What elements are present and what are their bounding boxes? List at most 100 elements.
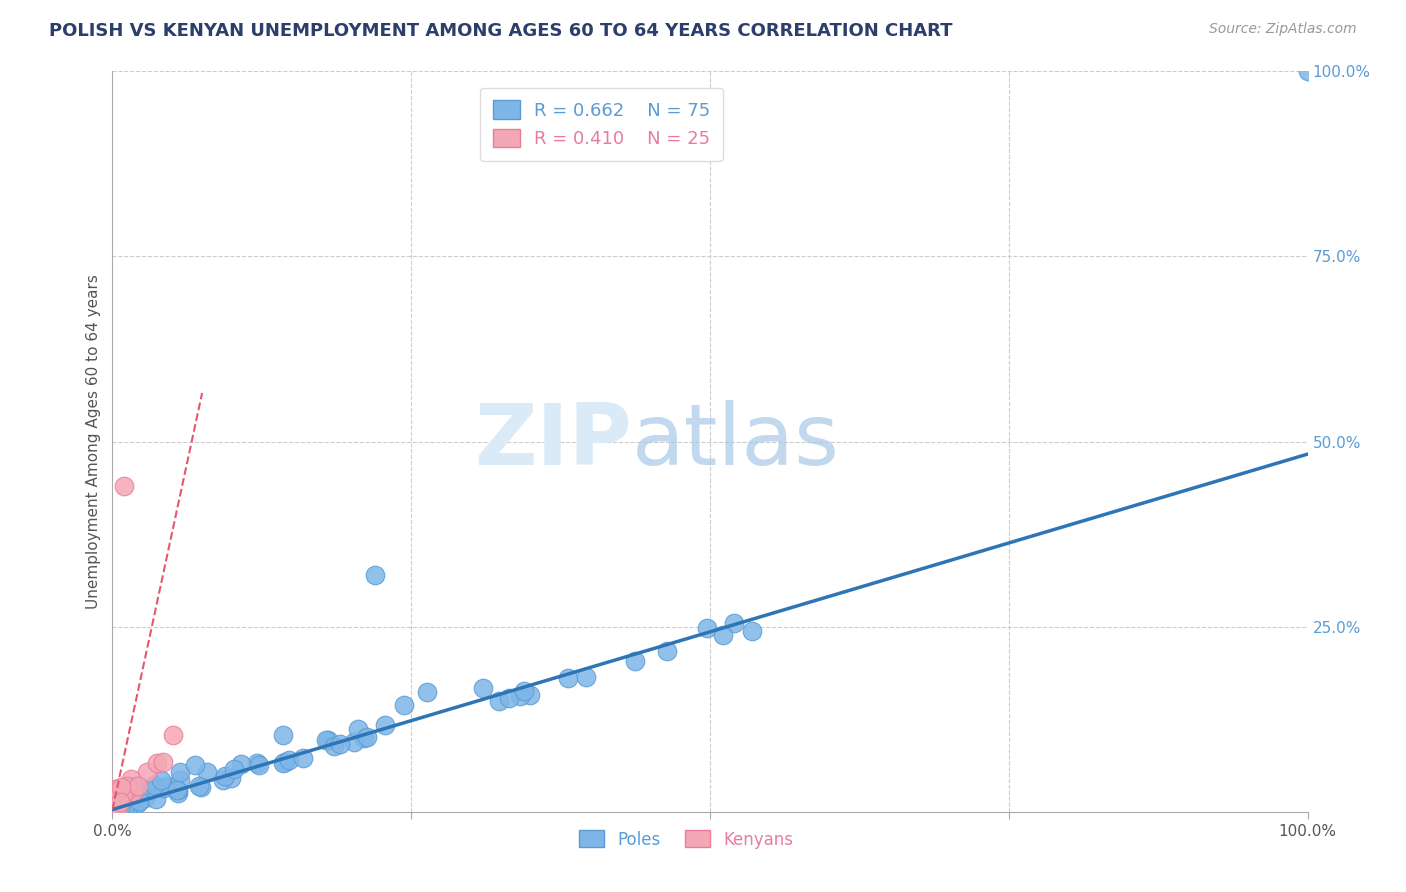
Text: ZIP: ZIP: [475, 400, 633, 483]
Point: [111, 792, 134, 806]
Point: [112, 796, 135, 810]
Point: [1296, 64, 1319, 78]
Point: [356, 730, 378, 744]
Point: [103, 798, 125, 813]
Point: [247, 757, 270, 772]
Point: [104, 789, 127, 804]
Point: [142, 780, 165, 795]
Point: [315, 732, 337, 747]
Point: [329, 737, 352, 751]
Point: [498, 691, 520, 706]
Point: [134, 790, 156, 805]
Point: [105, 781, 128, 796]
Point: [696, 622, 718, 636]
Point: [575, 670, 598, 684]
Point: [150, 772, 173, 787]
Point: [167, 782, 190, 797]
Point: [557, 671, 579, 685]
Point: [374, 718, 396, 732]
Point: [318, 733, 340, 747]
Point: [214, 768, 236, 782]
Point: [105, 798, 128, 813]
Point: [127, 790, 149, 805]
Point: [229, 757, 252, 772]
Point: [108, 795, 131, 809]
Point: [153, 781, 176, 796]
Point: [273, 755, 295, 769]
Point: [188, 780, 211, 794]
Point: [152, 755, 174, 769]
Point: [110, 780, 132, 794]
Point: [120, 772, 142, 786]
Point: [105, 798, 128, 813]
Point: [115, 781, 138, 796]
Point: [343, 735, 366, 749]
Point: [135, 765, 157, 780]
Point: [108, 797, 131, 811]
Point: [112, 789, 135, 803]
Point: [394, 698, 416, 712]
Point: [114, 797, 136, 812]
Point: [105, 786, 128, 800]
Text: atlas: atlas: [633, 400, 841, 483]
Point: [114, 800, 136, 814]
Point: [145, 792, 167, 806]
Point: [111, 793, 134, 807]
Point: [711, 628, 734, 642]
Point: [115, 798, 138, 813]
Point: [128, 797, 150, 811]
Point: [195, 765, 218, 780]
Text: Source: ZipAtlas.com: Source: ZipAtlas.com: [1209, 22, 1357, 37]
Point: [292, 751, 315, 765]
Point: [115, 795, 138, 809]
Point: [488, 693, 510, 707]
Point: [519, 689, 541, 703]
Point: [184, 758, 207, 772]
Point: [127, 779, 149, 793]
Point: [624, 654, 647, 668]
Point: [271, 756, 294, 771]
Point: [169, 764, 191, 779]
Point: [353, 731, 375, 746]
Point: [117, 800, 139, 814]
Point: [105, 800, 128, 814]
Point: [135, 784, 157, 798]
Point: [104, 785, 127, 799]
Point: [143, 779, 166, 793]
Point: [107, 798, 129, 813]
Point: [211, 772, 233, 787]
Point: [117, 787, 139, 801]
Point: [347, 722, 370, 736]
Point: [115, 783, 138, 797]
Point: [108, 801, 131, 815]
Point: [169, 772, 191, 787]
Point: [723, 616, 745, 631]
Point: [166, 783, 188, 797]
Point: [115, 779, 138, 793]
Point: [415, 685, 437, 699]
Point: [155, 779, 177, 793]
Point: [167, 786, 190, 800]
Point: [364, 567, 387, 582]
Point: [472, 681, 495, 696]
Point: [219, 771, 242, 785]
Y-axis label: Unemployment Among Ages 60 to 64 years: Unemployment Among Ages 60 to 64 years: [86, 274, 101, 609]
Legend: Poles, Kenyans: Poles, Kenyans: [572, 823, 800, 855]
Point: [104, 797, 127, 812]
Point: [271, 728, 294, 742]
Point: [162, 728, 184, 742]
Point: [513, 683, 536, 698]
Point: [323, 739, 346, 754]
Point: [103, 797, 125, 812]
Point: [104, 794, 127, 808]
Text: POLISH VS KENYAN UNEMPLOYMENT AMONG AGES 60 TO 64 YEARS CORRELATION CHART: POLISH VS KENYAN UNEMPLOYMENT AMONG AGES…: [49, 22, 953, 40]
Point: [509, 689, 531, 703]
Point: [190, 780, 212, 794]
Point: [741, 624, 763, 639]
Point: [657, 643, 679, 657]
Point: [222, 763, 245, 777]
Point: [128, 794, 150, 808]
Point: [278, 753, 301, 767]
Point: [103, 801, 125, 815]
Point: [122, 779, 145, 793]
